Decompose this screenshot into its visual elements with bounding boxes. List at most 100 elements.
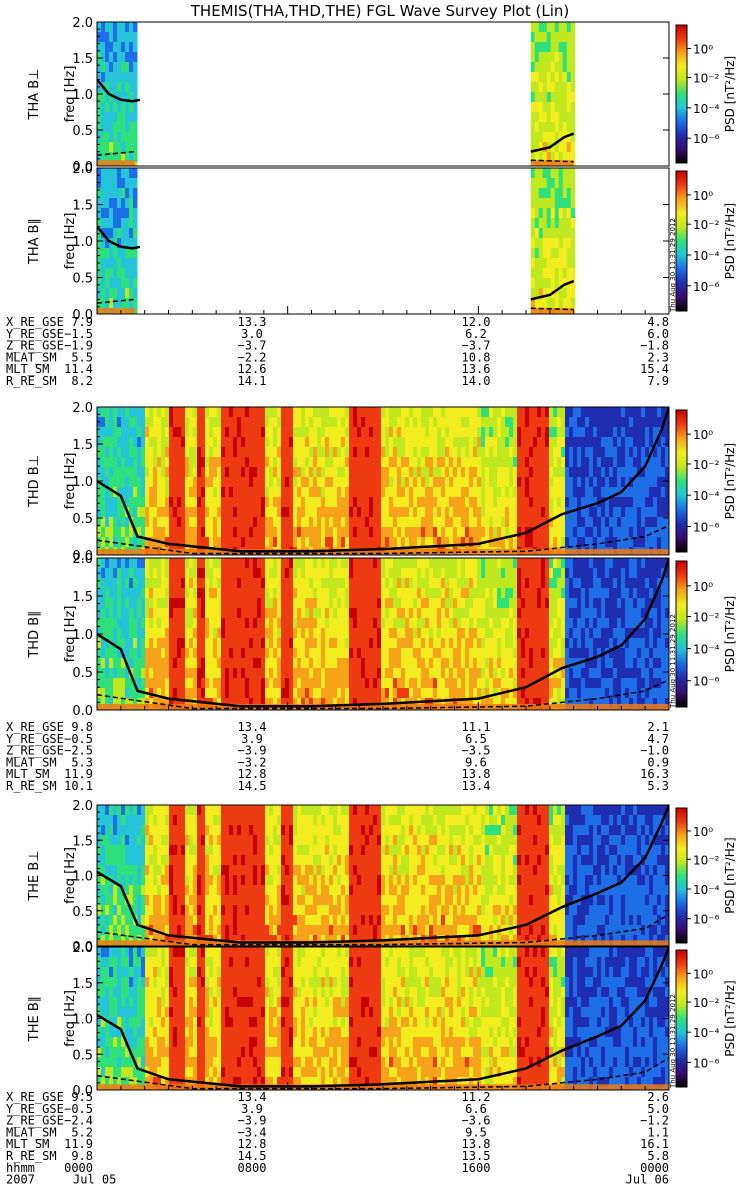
spectrogram-cell bbox=[653, 467, 658, 478]
spectrogram-cell bbox=[377, 517, 382, 528]
spectrogram-cell bbox=[589, 588, 594, 599]
spectrogram-cell bbox=[149, 507, 154, 518]
spectrogram-cell bbox=[385, 678, 390, 689]
spectrogram-cell bbox=[249, 447, 254, 458]
spectrogram-cell bbox=[309, 608, 314, 619]
spectrogram-cell bbox=[257, 668, 262, 679]
spectrogram-cell bbox=[445, 608, 450, 619]
spectrogram-cell bbox=[421, 527, 426, 538]
spectrogram-cell bbox=[109, 102, 114, 113]
spectrogram-cell bbox=[485, 698, 490, 709]
spectrogram-cell bbox=[538, 218, 544, 229]
spectrogram-cell bbox=[141, 588, 146, 599]
spectrogram-cell bbox=[593, 527, 598, 538]
spectrogram-cell bbox=[217, 477, 222, 488]
spectrogram-cell bbox=[557, 497, 562, 508]
spectrogram-cell bbox=[317, 688, 322, 699]
spectrogram-cell bbox=[369, 668, 374, 679]
spectrogram-cell bbox=[173, 417, 178, 428]
spectrogram-cell bbox=[221, 608, 226, 619]
spectrogram-cell bbox=[569, 618, 574, 629]
spectrogram-cell bbox=[313, 537, 318, 548]
spectrogram-cell bbox=[165, 497, 170, 508]
spectrogram-cell bbox=[225, 507, 230, 518]
spectrogram-cell bbox=[393, 497, 398, 508]
spectrogram-cell bbox=[505, 678, 510, 689]
spectrogram-cell bbox=[505, 558, 510, 569]
spectrogram-cell bbox=[617, 457, 622, 468]
spectrogram-cell bbox=[153, 507, 158, 518]
spectrogram-cell bbox=[97, 52, 102, 63]
spectrogram-cell bbox=[413, 427, 418, 438]
spectrogram-cell bbox=[149, 417, 154, 428]
spectrogram-cell bbox=[305, 527, 310, 538]
spectrogram-cell bbox=[349, 417, 354, 428]
spectrogram-cell bbox=[562, 52, 568, 63]
spectrogram-cell bbox=[281, 437, 286, 448]
y-tick-label: 1.0 bbox=[72, 475, 93, 490]
spectrogram-cell bbox=[441, 517, 446, 528]
spectrogram-cell bbox=[513, 588, 518, 599]
spectrogram-cell bbox=[121, 198, 126, 209]
spectrogram-cell bbox=[381, 578, 386, 589]
spectrogram-cell bbox=[653, 407, 658, 418]
spectrogram-cell bbox=[629, 507, 634, 518]
spectrogram-cell bbox=[133, 477, 138, 488]
spectrogram-cell bbox=[497, 588, 502, 599]
spectrogram-cell bbox=[509, 658, 514, 669]
spectrogram-cell bbox=[553, 487, 558, 498]
spectrogram-cell bbox=[541, 568, 546, 579]
spectrogram-cell bbox=[97, 112, 102, 123]
spectrogram-cell bbox=[465, 487, 470, 498]
spectrogram-cell bbox=[141, 507, 146, 518]
spectrogram-cell bbox=[133, 487, 138, 498]
spectrogram-cell bbox=[585, 658, 590, 669]
spectrogram-cell bbox=[542, 258, 548, 269]
spectrogram-cell bbox=[145, 668, 150, 679]
spectrogram-cell bbox=[517, 417, 522, 428]
spectrogram-cell bbox=[321, 497, 326, 508]
spectrogram-cell bbox=[529, 578, 534, 589]
spectrogram-cell bbox=[461, 588, 466, 599]
spectrogram-cell bbox=[161, 407, 166, 418]
spectrogram-cell bbox=[353, 437, 358, 448]
spectrogram-cell bbox=[465, 658, 470, 669]
spectrogram-cell bbox=[101, 258, 106, 269]
spectrogram-cell bbox=[165, 578, 170, 589]
spectrogram-cell bbox=[297, 558, 302, 569]
spectrogram-cell bbox=[261, 447, 266, 458]
spectrogram-cell bbox=[341, 598, 346, 609]
spectrogram-cell bbox=[413, 467, 418, 478]
spectrogram-cell bbox=[389, 497, 394, 508]
spectrogram-cell bbox=[529, 417, 534, 428]
spectrogram-cell bbox=[413, 447, 418, 458]
spectrogram-cell bbox=[113, 447, 118, 458]
spectrogram-cell bbox=[489, 487, 494, 498]
spectrogram-cell bbox=[117, 658, 122, 669]
spectrogram-cell bbox=[413, 618, 418, 629]
spectrogram-cell bbox=[445, 588, 450, 599]
spectrogram-cell bbox=[550, 238, 556, 249]
spectrogram-cell bbox=[513, 497, 518, 508]
spectrogram-cell bbox=[481, 447, 486, 458]
spectrogram-cell bbox=[377, 457, 382, 468]
spectrogram-cell bbox=[570, 288, 576, 299]
gyrofrequency-curve bbox=[530, 307, 574, 311]
spectrogram-cell bbox=[361, 527, 366, 538]
spectrogram-cell bbox=[297, 537, 302, 548]
spectrogram-cell bbox=[405, 678, 410, 689]
spectrogram-cell bbox=[145, 457, 150, 468]
spectrogram-cell bbox=[477, 618, 482, 629]
spectrogram-cell bbox=[189, 678, 194, 689]
spectrogram-cell bbox=[401, 608, 406, 619]
spectrogram-cell bbox=[501, 558, 506, 569]
spectrogram-cell bbox=[165, 437, 170, 448]
spectrogram-cell bbox=[549, 467, 554, 478]
spectrogram-cell bbox=[493, 487, 498, 498]
spectrogram-cell bbox=[269, 628, 274, 639]
spectrogram-cell bbox=[237, 497, 242, 508]
spectrogram-cell bbox=[530, 32, 536, 43]
spectrogram-cell bbox=[289, 537, 294, 548]
spectrogram-cell bbox=[557, 618, 562, 629]
spectrogram-cell bbox=[201, 477, 206, 488]
